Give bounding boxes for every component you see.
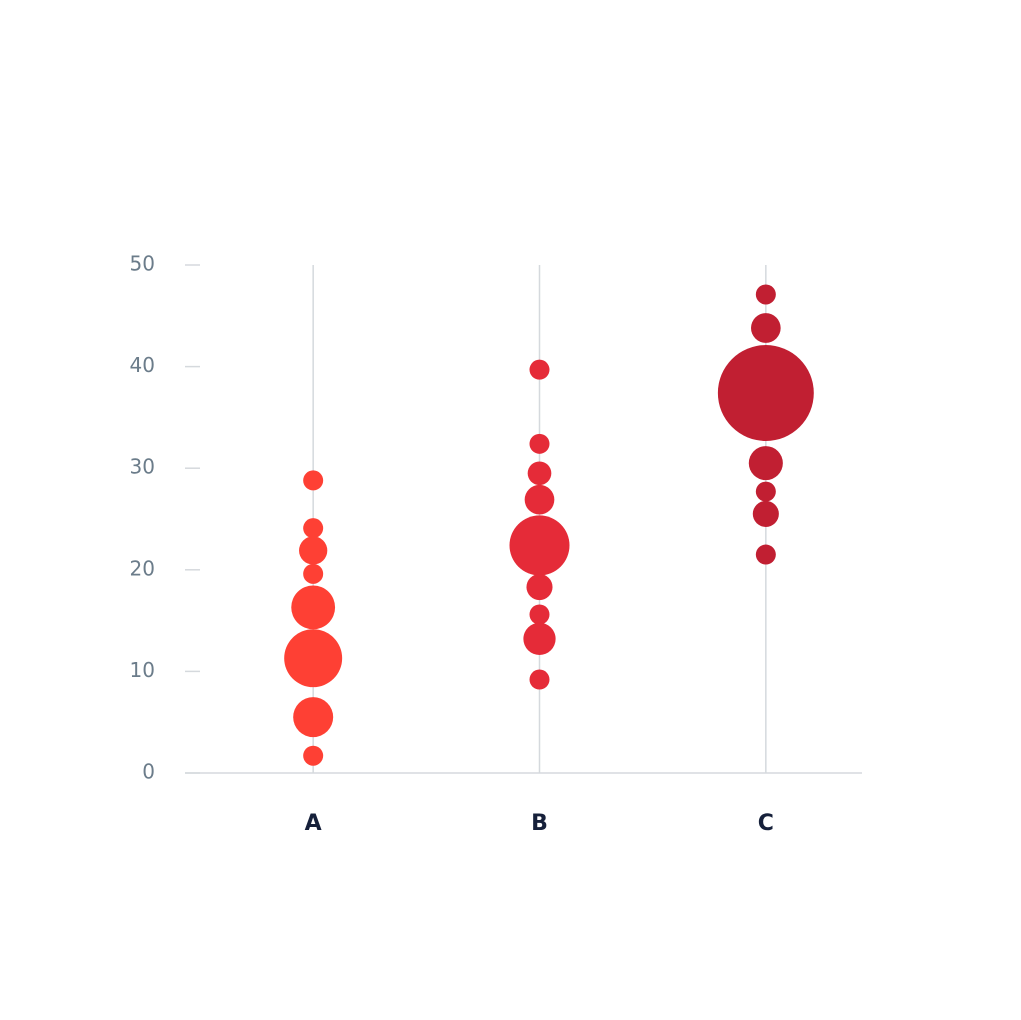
bubble [284,629,343,688]
bubble [529,669,550,690]
bubble [755,481,776,502]
bubble [717,345,814,441]
bubble [303,563,324,584]
y-tick-label: 20 [130,556,155,580]
bubble [751,313,781,343]
bubble [748,446,783,481]
bubble [303,745,324,766]
bubble [303,470,324,491]
bubble [524,484,555,515]
bubble [529,604,550,625]
bubble [293,697,334,738]
bubble [526,574,553,601]
bubble [527,461,552,486]
y-tick-label: 40 [130,353,155,377]
bubble [529,433,550,454]
bubble [755,284,776,305]
bubble [509,515,570,576]
x-tick-label: A [305,811,322,836]
y-tick-label: 10 [130,658,155,682]
bubble [529,359,550,380]
bubble [303,518,324,539]
bubble [523,622,556,656]
bubble [752,500,779,527]
bubble [291,585,336,630]
y-tick-label: 50 [130,252,155,276]
x-tick-label: B [531,811,548,836]
bubble [299,536,328,565]
y-tick-label: 0 [142,760,155,784]
x-tick-label: C [758,811,774,836]
y-tick-label: 30 [130,455,155,479]
bubble [755,544,776,565]
